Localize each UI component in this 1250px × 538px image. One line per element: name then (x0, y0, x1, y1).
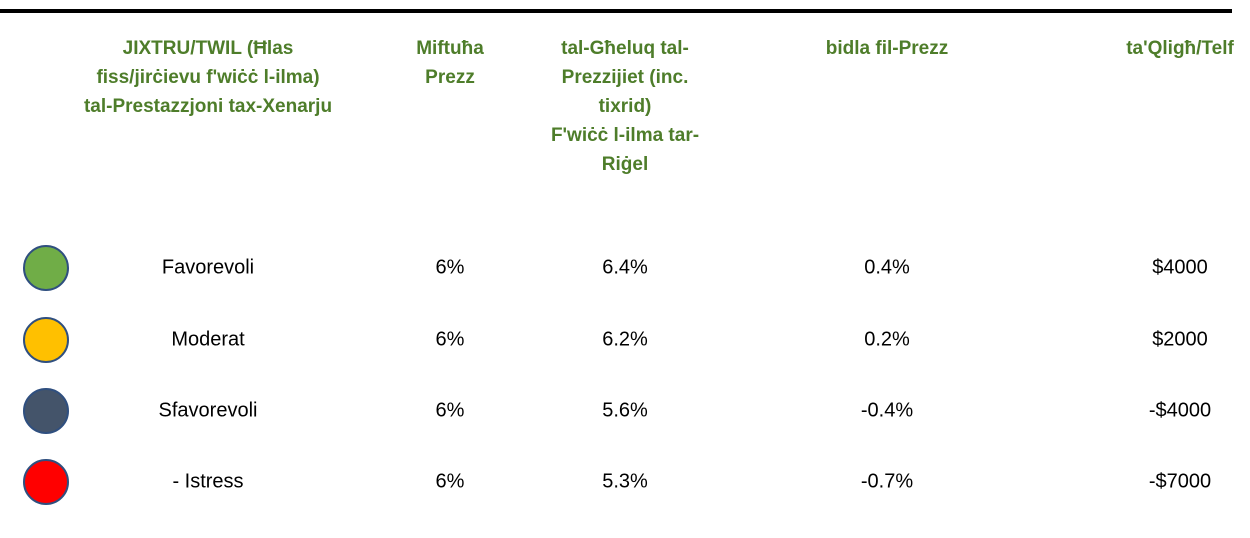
cell: 0.4% (864, 256, 910, 279)
header-line: fiss/jirċievu f'wiċċ l-ilma) (96, 67, 320, 88)
cell: 6% (435, 470, 465, 493)
header-line: ta'Qligħ/Telf (1126, 38, 1234, 59)
header-line: bidla fil-Prezz (825, 38, 949, 59)
cell: $4000 (1152, 256, 1208, 279)
cell: 6% (435, 256, 465, 279)
cell: 5.3% (602, 470, 648, 493)
cell: 5.6% (602, 399, 648, 422)
column-header: JIXTRU/TWIL (Ħlas fiss/jirċievu f'wiċċ l-… (84, 34, 332, 121)
header-line: Prezzijiet (inc. (561, 67, 689, 88)
header-line: tal-Għeluq tal- (561, 38, 689, 59)
header-line: tixrid) (598, 96, 652, 117)
header-line: tal-Prestazzjoni tax-Xenarju (83, 96, 333, 117)
cell: 6% (435, 399, 465, 422)
cell: Moderat (171, 328, 245, 351)
header-line: Riġel (601, 154, 649, 175)
cell: $2000 (1152, 328, 1208, 351)
cell: - Istress (172, 470, 244, 493)
column-header: Miftuħa Prezz (416, 34, 484, 92)
header-line: F'wiċċ l-ilma tar- (550, 125, 700, 146)
cell: -0.7% (860, 470, 914, 493)
cell: -0.4% (860, 399, 914, 422)
column-header: ta'Qligħ/Telf (1126, 34, 1234, 63)
cell: 6% (435, 328, 465, 351)
column-header: tal-Għeluq tal- Prezzijiet (inc. tixrid) F'… (551, 34, 699, 179)
cell: 6.2% (602, 328, 648, 351)
column-header: bidla fil-Prezz (826, 34, 948, 63)
scenario-dot (23, 459, 69, 505)
cell: 0.2% (864, 328, 910, 351)
scenario-dot (23, 388, 69, 434)
cell: Favorevoli (161, 256, 255, 279)
header-line: Miftuħa (416, 38, 484, 59)
top-rule (0, 9, 1232, 13)
scenario-dot (23, 245, 69, 291)
cell: 6.4% (602, 256, 648, 279)
header-line: JIXTRU/TWIL (Ħlas (122, 38, 294, 59)
header-line: Prezz (425, 67, 475, 88)
scenario-dot (23, 317, 69, 363)
cell: Sfavorevoli (158, 399, 258, 422)
cell: -$7000 (1148, 470, 1212, 493)
cell: -$4000 (1148, 399, 1212, 422)
